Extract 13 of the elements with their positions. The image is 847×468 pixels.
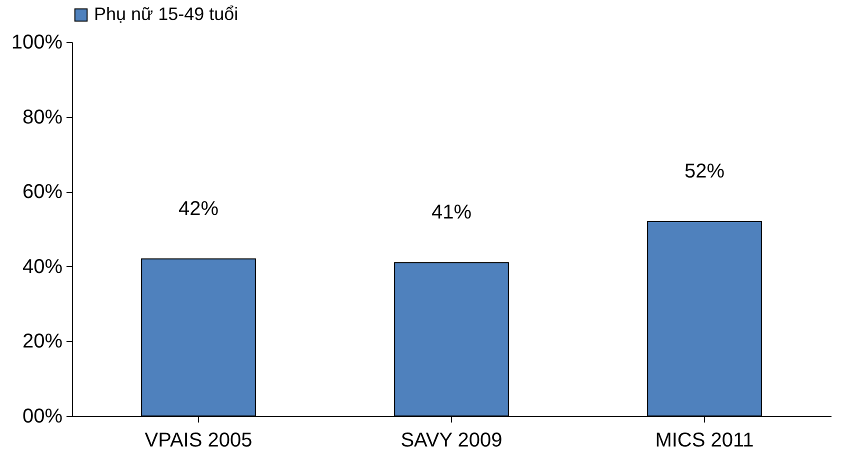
- y-tick-label: 40%: [22, 256, 63, 278]
- y-tick-label: 80%: [22, 106, 63, 128]
- legend-label: Phụ nữ 15-49 tuổi: [94, 4, 238, 24]
- y-tick-label: 20%: [22, 330, 63, 353]
- data-label: 52%: [684, 160, 725, 183]
- data-label: 42%: [178, 198, 219, 220]
- x-tick-label: MICS 2011: [655, 430, 754, 452]
- x-tick-label: SAVY 2009: [400, 430, 502, 452]
- y-tick-label: 60%: [22, 181, 63, 204]
- data-label: 41%: [431, 202, 472, 224]
- y-tick-label: 100%: [11, 32, 63, 54]
- y-tick-label: 00%: [22, 406, 63, 428]
- x-tick-label: VPAIS 2005: [144, 430, 252, 452]
